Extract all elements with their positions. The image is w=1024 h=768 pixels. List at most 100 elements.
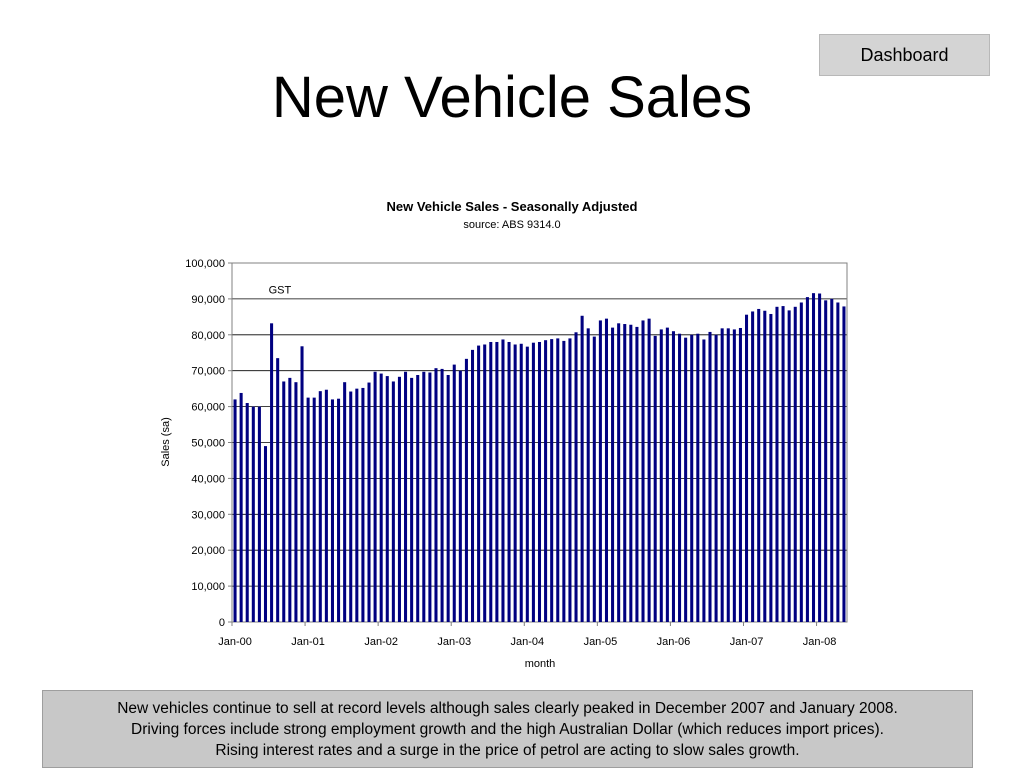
bar [647,318,651,622]
commentary-box: New vehicles continue to sell at record … [42,690,973,768]
chart-subtitle: source: ABS 9314.0 [463,219,560,231]
commentary-line: Driving forces include strong employment… [131,720,884,738]
bar [763,310,767,622]
y-tick-label: 0 [219,617,225,629]
dashboard-button[interactable]: Dashboard [819,34,990,76]
y-axis-label: Sales (sa) [160,417,172,467]
bar [391,381,395,622]
bar [257,406,261,622]
bar [318,391,322,622]
gst-annotation: GST [269,284,292,296]
bar [665,327,669,622]
y-tick-label: 50,000 [191,438,225,450]
bar [330,399,334,622]
bar [270,323,274,622]
bar [623,324,627,622]
bar [842,306,846,622]
bar [495,341,499,622]
bar [641,320,645,622]
bar [818,293,822,622]
y-tick-label: 80,000 [191,330,225,342]
bar [282,381,286,622]
y-tick-label: 10,000 [191,581,225,593]
bar [507,341,511,622]
bar [732,329,736,622]
bar [519,343,523,622]
bar [550,339,554,622]
bar [324,389,328,622]
bar [678,333,682,622]
bar [799,302,803,622]
y-tick-label: 60,000 [191,402,225,414]
x-tick-label: Jan-03 [437,636,471,648]
bar [513,344,517,622]
x-tick-label: Jan-01 [291,636,325,648]
bar [745,314,749,622]
x-tick-label: Jan-02 [364,636,398,648]
x-tick-label: Jan-08 [803,636,837,648]
bar [811,293,816,622]
bar [410,377,414,622]
bar [373,371,377,622]
x-tick-label: Jan-07 [730,636,764,648]
bar [245,403,249,622]
page-title: New Vehicle Sales [271,65,753,130]
bar [263,446,268,622]
bar [404,371,408,622]
y-tick-label: 20,000 [191,545,225,557]
bar [580,315,584,622]
commentary-line: New vehicles continue to sell at record … [117,699,898,717]
bar [671,331,675,622]
bar [349,391,353,622]
bar [294,382,298,622]
chart-title: New Vehicle Sales - Seasonally Adjusted [387,199,638,214]
bar [312,397,316,622]
bar [416,375,420,622]
bar [470,349,475,622]
bar [422,371,426,622]
bar [781,306,785,622]
bar [428,372,432,622]
bar [446,375,450,622]
bar [604,318,609,622]
y-tick-label: 90,000 [191,294,225,306]
bar [537,341,542,622]
bar [824,300,828,622]
bar [288,377,292,622]
y-tick-label: 70,000 [191,366,225,378]
x-axis-ticks: Jan-00 Jan-01 Jan-02 Jan-03 Jan-04 Jan-05 Jan-… [218,622,836,648]
bar [690,334,694,622]
bar [684,337,688,622]
bar [787,310,791,622]
x-tick-label: Jan-05 [584,636,618,648]
y-tick-label: 40,000 [191,473,225,485]
bar [562,340,566,622]
bar [751,311,755,622]
bar [702,339,706,622]
bar [544,340,548,622]
bar [464,358,468,622]
sales-bar-chart: New Vehicle Sales - Seasonally Adjusted … [160,199,848,670]
x-tick-label: Jan-00 [218,636,252,648]
bar [355,388,359,622]
bar [361,387,365,622]
bar [708,331,712,622]
bar [714,334,718,622]
x-tick-label: Jan-04 [511,636,545,648]
bar [586,328,590,622]
bar [276,358,280,622]
bar [568,338,572,622]
bar [501,339,505,622]
bar [592,336,596,622]
bar [440,368,444,622]
bar [617,323,621,622]
bar [720,328,724,622]
bar [830,298,834,622]
bar [379,373,383,622]
commentary-line: Rising interest rates and a surge in the… [215,741,800,759]
bar [239,392,243,622]
bar [738,327,742,622]
bar [458,370,462,622]
bar [611,327,615,622]
bar [836,302,840,622]
